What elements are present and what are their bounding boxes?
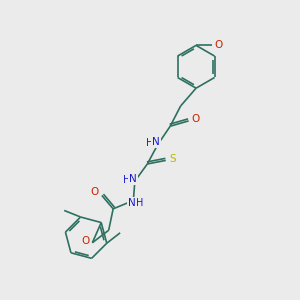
Text: H: H	[136, 199, 144, 208]
Text: S: S	[169, 154, 175, 164]
Text: H: H	[123, 175, 130, 185]
Text: N: N	[128, 199, 136, 208]
Text: H: H	[146, 138, 153, 148]
Text: O: O	[90, 187, 98, 197]
Text: O: O	[191, 114, 199, 124]
Text: N: N	[130, 174, 137, 184]
Text: O: O	[82, 236, 90, 246]
Text: N: N	[152, 137, 160, 147]
Text: O: O	[214, 40, 222, 50]
